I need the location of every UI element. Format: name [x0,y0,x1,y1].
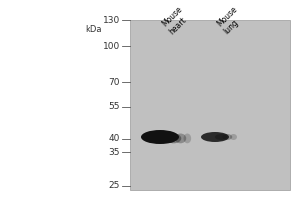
Text: 40: 40 [109,134,120,143]
Text: Mouse
heart: Mouse heart [160,5,191,36]
Text: 130: 130 [103,16,120,25]
Text: 100: 100 [103,42,120,51]
Text: 25: 25 [109,181,120,190]
Text: kDa: kDa [85,25,102,34]
Text: Mouse
lung: Mouse lung [215,5,246,36]
Text: 70: 70 [109,78,120,87]
Text: 35: 35 [109,148,120,157]
Text: 55: 55 [109,102,120,111]
